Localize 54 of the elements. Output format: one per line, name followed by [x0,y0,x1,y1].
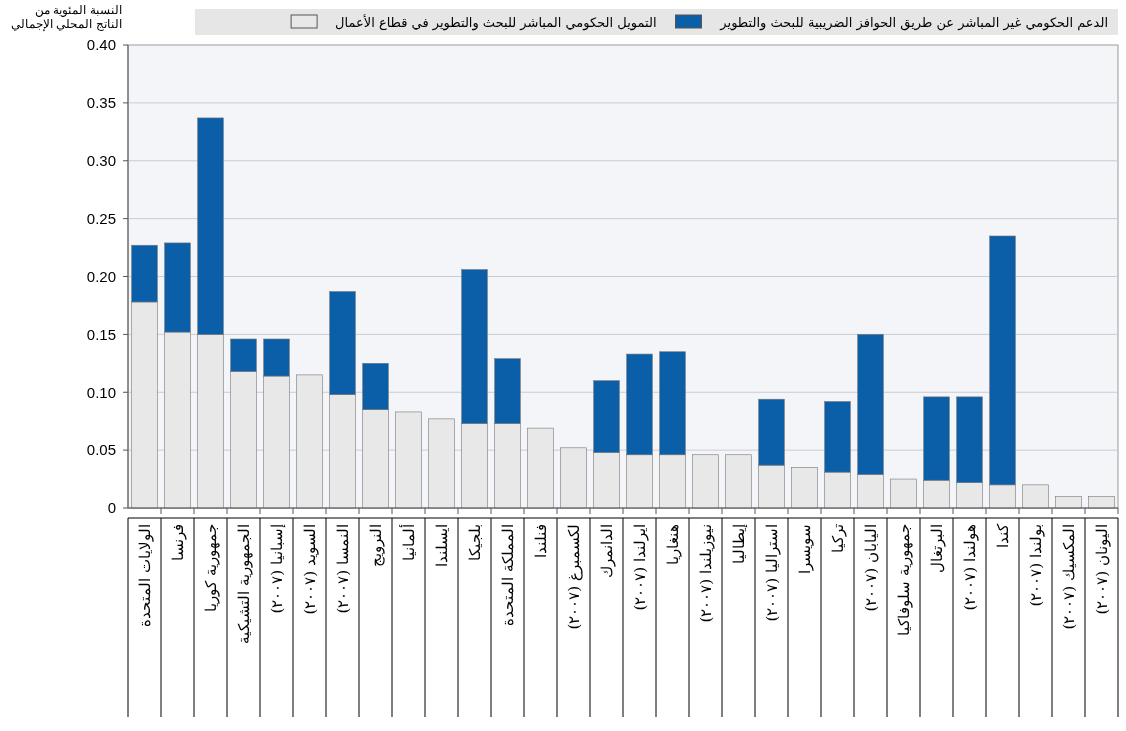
bar [1055,496,1082,509]
y-tick-label: 0 [107,499,116,517]
bar [791,467,818,509]
y-axis-title: النسبة المئوية من الناتج المحلي الإجمالي [10,3,122,33]
bar [725,454,752,509]
x-tick-label: إسبانيا (٢٠٠٧) [267,524,286,614]
x-tick-label: سويسرا [795,524,814,574]
x-tick-label: المملكة المتحدة [498,524,517,626]
x-tick-label: هولندا (٢٠٠٧) [960,524,979,611]
x-tick-label: اليابان (٢٠٠٧) [861,524,880,612]
x-tick-label: البرتغال [927,524,946,573]
x-tick-label: ايسلندا [432,524,451,567]
bar [692,454,719,509]
y-tick-label: 0.15 [86,325,116,343]
bar [395,411,422,509]
x-tick-label: بولندا (٢٠٠٧) [1026,524,1045,607]
bar [560,447,587,509]
x-tick-label: السويد (٢٠٠٧) [300,524,319,615]
x-tick-label: جمهورية سلوفاكيا [894,524,913,636]
legend-label: الدعم الحكومي غير المباشر عن طريق الحوافز الضريبية للبحث والتطوير [719,14,1108,31]
y-tick-label: 0.40 [86,36,116,54]
y-tick-label: 0.20 [86,267,116,285]
x-tick-label: النمسا (٢٠٠٧) [333,524,352,614]
y-tick-label: 0.25 [86,209,116,227]
y-tick-label: 0.05 [86,441,116,459]
x-tick-label: الدانمرك [597,524,616,578]
x-tick-label: كندا [993,523,1012,548]
x-tick-label: النرويج [366,524,385,567]
x-tick-label: فرنسا [168,524,187,561]
x-tick-label: إيطاليا [729,524,748,564]
bar [1088,496,1115,509]
x-tick-label: الجمهورية التشيكية [234,524,253,644]
x-tick-label: جمهورية كوريا [201,524,220,612]
bar [527,427,554,509]
bar [296,374,323,509]
x-tick-label: لكسمبرغ (٢٠٠٧) [564,524,583,630]
x-tick-label: نيوزيلندا (٢٠٠٧) [696,524,715,623]
x-tick-label: المكسيك (٢٠٠٧) [1059,524,1078,630]
x-tick-label: بلجيكا [465,524,484,561]
bar [428,418,455,509]
y-tick-label: 0.35 [86,94,116,112]
x-tick-label: ايرلندا (٢٠٠٧) [630,524,649,611]
x-tick-label: الولايات المتحدة [135,524,154,627]
x-tick-label: هنغاريا [663,524,682,565]
y-tick-label: 0.30 [86,152,116,169]
x-tick-label: استراليا (٢٠٠٧) [762,524,781,622]
bar [890,478,917,509]
x-tick-label: اليونان (٢٠٠٧) [1092,524,1111,615]
y-tick-label: 0.10 [86,383,116,401]
x-tick-label: فنلندا [531,524,550,558]
x-tick-label: ألمانيا [398,524,418,561]
bar [1022,484,1049,509]
legend-label: التمويل الحكومي المباشر للبحث والتطوير في قطاع الأعمال [335,13,657,31]
x-tick-label: تركيا [828,524,847,553]
